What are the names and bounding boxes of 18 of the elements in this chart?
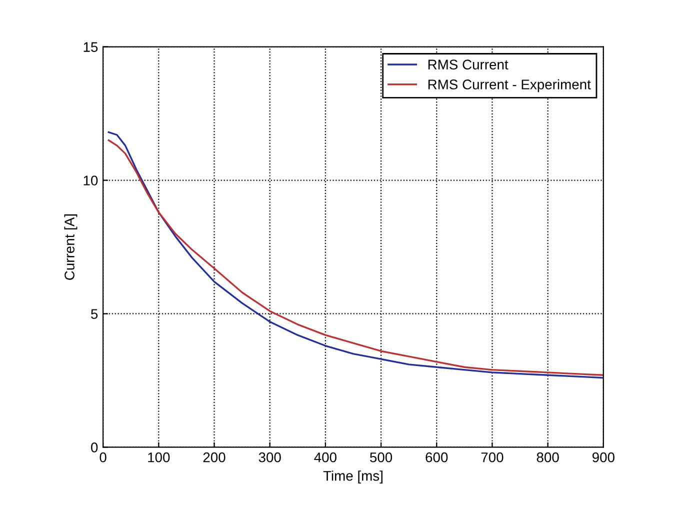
x-tick-label: 200 bbox=[203, 452, 226, 462]
y-axis-title: Current [A] bbox=[64, 214, 78, 280]
x-axis-title: Time [ms] bbox=[323, 470, 382, 484]
legend-label: RMS Current bbox=[428, 60, 508, 70]
x-tick-label: 300 bbox=[258, 452, 281, 462]
y-tick-label: 0 bbox=[91, 442, 98, 452]
x-tick-label: 700 bbox=[481, 452, 504, 462]
x-tick-label: 0 bbox=[100, 452, 106, 462]
x-tick-label: 900 bbox=[592, 452, 614, 462]
x-tick-label: 800 bbox=[536, 452, 559, 462]
x-tick-label: 400 bbox=[314, 452, 336, 462]
legend-label: RMS Current - Experiment bbox=[428, 79, 591, 92]
y-tick-label: 15 bbox=[84, 42, 98, 52]
x-tick-label: 100 bbox=[148, 452, 170, 462]
y-tick-label: 10 bbox=[84, 176, 98, 186]
x-tick-label: 500 bbox=[370, 452, 392, 462]
y-tick-label: 5 bbox=[91, 309, 98, 319]
x-tick-label: 600 bbox=[426, 452, 448, 462]
